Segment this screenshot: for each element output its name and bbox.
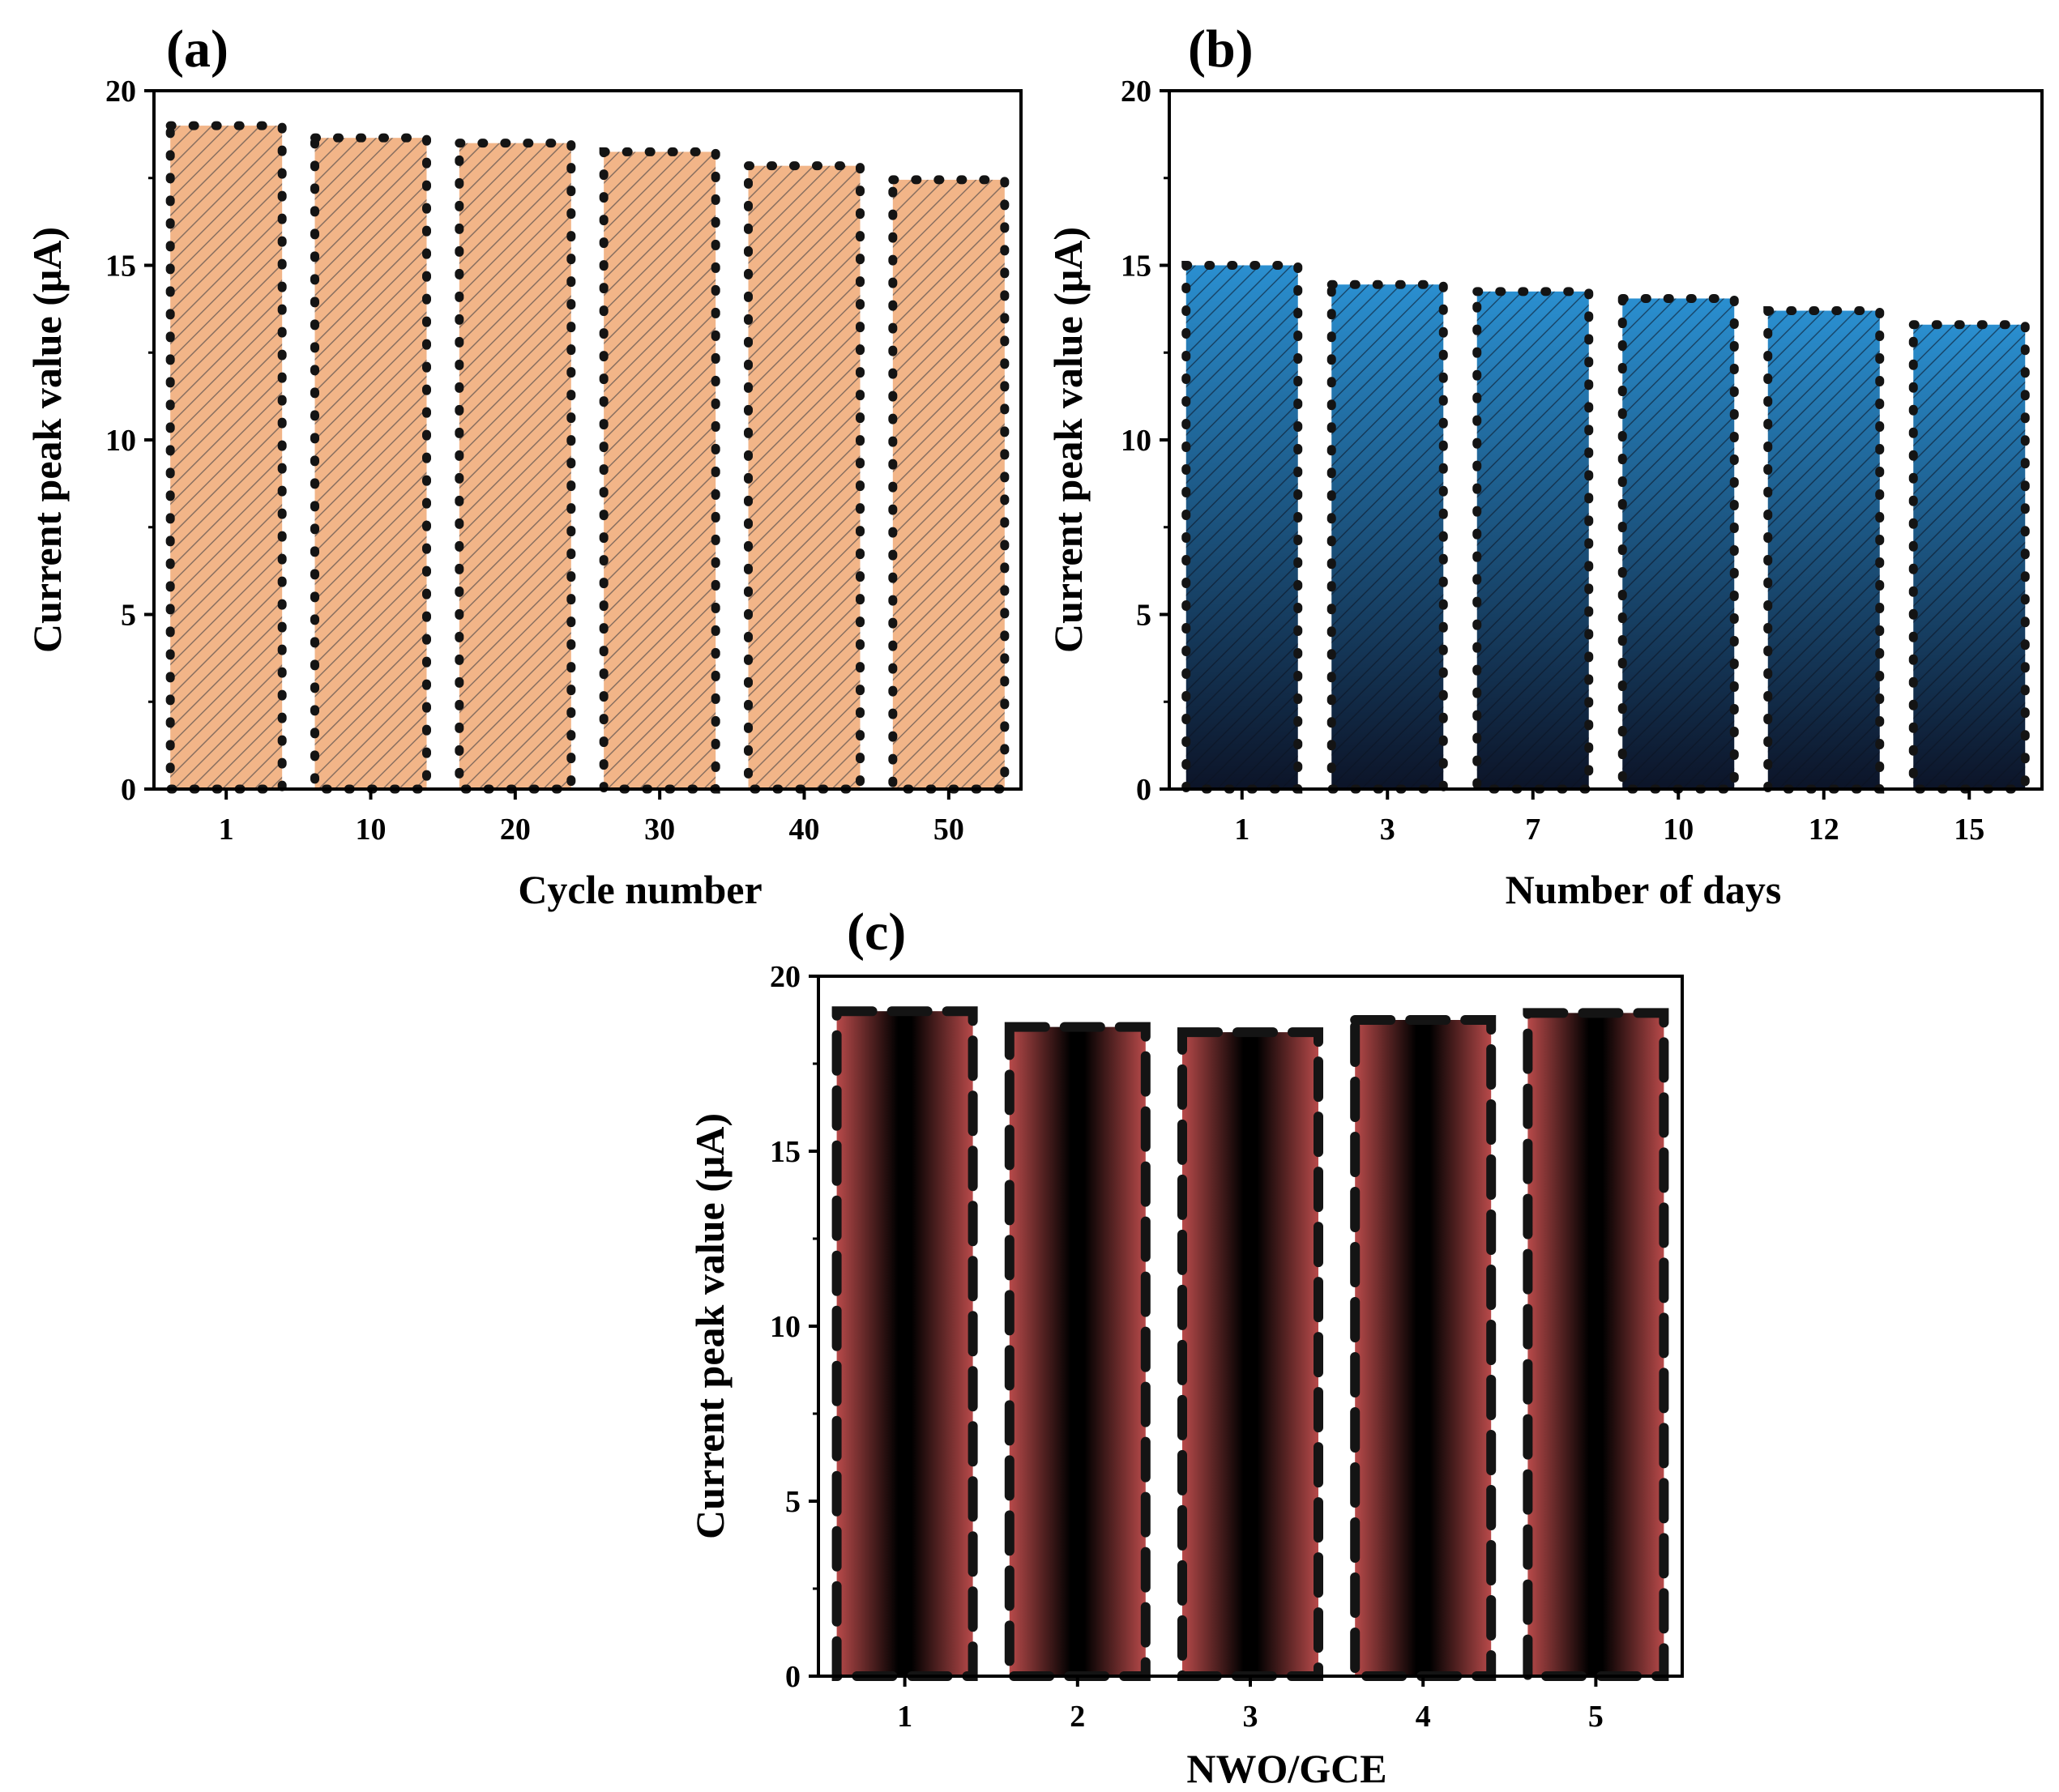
bar-a-30 bbox=[604, 151, 716, 790]
panel-b: (b) 0 5 10 15 20 1 3 7 10 12 15 Number of days Cu… bbox=[1045, 19, 2044, 912]
y-tick-label-a-15: 15 bbox=[105, 250, 136, 284]
x-tick-label-b-12: 12 bbox=[1809, 813, 1839, 847]
panel-b-y-axis-title: Current peak value (μA) bbox=[1045, 227, 1091, 653]
x-tick-label-a-20: 20 bbox=[500, 813, 531, 847]
bar-a-20 bbox=[459, 143, 571, 789]
y-tick-label-a-5: 5 bbox=[121, 599, 136, 633]
x-tick-label-c-1: 1 bbox=[897, 1700, 912, 1734]
bar-hatch-b-7 bbox=[1476, 291, 1589, 789]
panel-b-y-ticks: 0 5 10 15 20 bbox=[1121, 75, 1169, 807]
panel-b-x-ticks: 1 3 7 10 12 15 bbox=[1234, 789, 1984, 847]
y-tick-label-c-20: 20 bbox=[770, 960, 801, 994]
y-tick-label-a-0: 0 bbox=[121, 773, 136, 807]
x-tick-label-b-10: 10 bbox=[1663, 813, 1694, 847]
x-tick-label-b-7: 7 bbox=[1525, 813, 1540, 847]
y-tick-label-b-5: 5 bbox=[1136, 599, 1151, 633]
panel-a-label: (a) bbox=[166, 19, 229, 79]
panel-a-bars bbox=[165, 121, 1010, 794]
panel-a-x-axis-title: Cycle number bbox=[518, 867, 762, 912]
bar-outline-b-3 bbox=[1326, 279, 1448, 794]
bar-hatch-b-15 bbox=[1913, 324, 2026, 789]
x-tick-label-a-30: 30 bbox=[644, 813, 675, 847]
panel-b-x-axis-title: Number of days bbox=[1506, 867, 1782, 912]
bar-outline-c-1 bbox=[831, 1006, 978, 1681]
y-tick-label-a-10: 10 bbox=[105, 424, 136, 458]
x-tick-label-c-2: 2 bbox=[1070, 1700, 1085, 1734]
x-tick-label-b-1: 1 bbox=[1234, 813, 1249, 847]
bar-c-3 bbox=[1182, 1032, 1318, 1676]
y-tick-label-b-20: 20 bbox=[1121, 75, 1151, 109]
bar-c-4 bbox=[1355, 1020, 1492, 1676]
bar-a-1 bbox=[170, 126, 283, 790]
x-tick-label-a-10: 10 bbox=[356, 813, 387, 847]
y-tick-label-b-0: 0 bbox=[1136, 773, 1151, 807]
x-tick-label-c-3: 3 bbox=[1243, 1700, 1258, 1734]
panel-c-y-ticks: 0 5 10 15 20 bbox=[770, 960, 818, 1694]
bar-c-5 bbox=[1527, 1013, 1664, 1676]
panel-c-y-axis-title: Current peak value (μA) bbox=[687, 1113, 733, 1539]
panel-b-label: (b) bbox=[1188, 19, 1254, 79]
panel-c-label: (c) bbox=[847, 902, 906, 962]
bar-outline-a-30 bbox=[599, 147, 720, 794]
x-tick-label-b-15: 15 bbox=[1954, 813, 1984, 847]
y-tick-label-c-0: 0 bbox=[785, 1660, 801, 1694]
x-tick-label-c-4: 4 bbox=[1416, 1700, 1431, 1734]
y-tick-label-c-15: 15 bbox=[770, 1135, 801, 1169]
bar-a-40 bbox=[748, 165, 861, 790]
x-tick-label-b-3: 3 bbox=[1380, 813, 1395, 847]
panel-a: (a) 0 5 10 15 20 1 10 20 30 40 50 Cycle number Cu… bbox=[24, 19, 1023, 912]
panel-c-x-axis-title: NWO/GCE bbox=[1186, 1746, 1386, 1791]
bar-hatch-b-10 bbox=[1622, 298, 1735, 789]
x-tick-label-a-40: 40 bbox=[789, 813, 820, 847]
panel-c: (c) 0 5 10 15 20 1 2 3 4 5 NWO/GCE Current peak … bbox=[687, 902, 1684, 1791]
bar-c-2 bbox=[1009, 1026, 1146, 1676]
panel-a-y-axis-title: Current peak value (μA) bbox=[24, 227, 70, 653]
panel-a-x-ticks: 1 10 20 30 40 50 bbox=[219, 789, 964, 847]
y-tick-label-b-10: 10 bbox=[1121, 424, 1151, 458]
bar-outline-b-7 bbox=[1472, 287, 1594, 794]
panel-c-x-ticks: 1 2 3 4 5 bbox=[897, 1676, 1604, 1734]
x-tick-label-a-1: 1 bbox=[219, 813, 234, 847]
bar-hatch-b-1 bbox=[1185, 265, 1298, 789]
panel-c-bars bbox=[831, 1006, 1669, 1681]
y-tick-label-c-10: 10 bbox=[770, 1310, 801, 1344]
panel-a-y-ticks: 0 5 10 15 20 bbox=[105, 75, 154, 807]
bar-outline-c-5 bbox=[1523, 1008, 1669, 1681]
bar-hatch-b-3 bbox=[1331, 284, 1444, 790]
y-tick-label-c-5: 5 bbox=[785, 1485, 801, 1519]
x-tick-label-c-5: 5 bbox=[1588, 1700, 1604, 1734]
bar-a-50 bbox=[892, 179, 1005, 789]
y-tick-label-b-15: 15 bbox=[1121, 250, 1151, 284]
bar-a-10 bbox=[314, 138, 427, 789]
y-tick-label-a-20: 20 bbox=[105, 75, 136, 109]
x-tick-label-a-50: 50 bbox=[933, 813, 964, 847]
bar-hatch-b-12 bbox=[1767, 310, 1880, 789]
panel-b-bars bbox=[1181, 261, 2030, 794]
bar-c-1 bbox=[836, 1011, 973, 1676]
